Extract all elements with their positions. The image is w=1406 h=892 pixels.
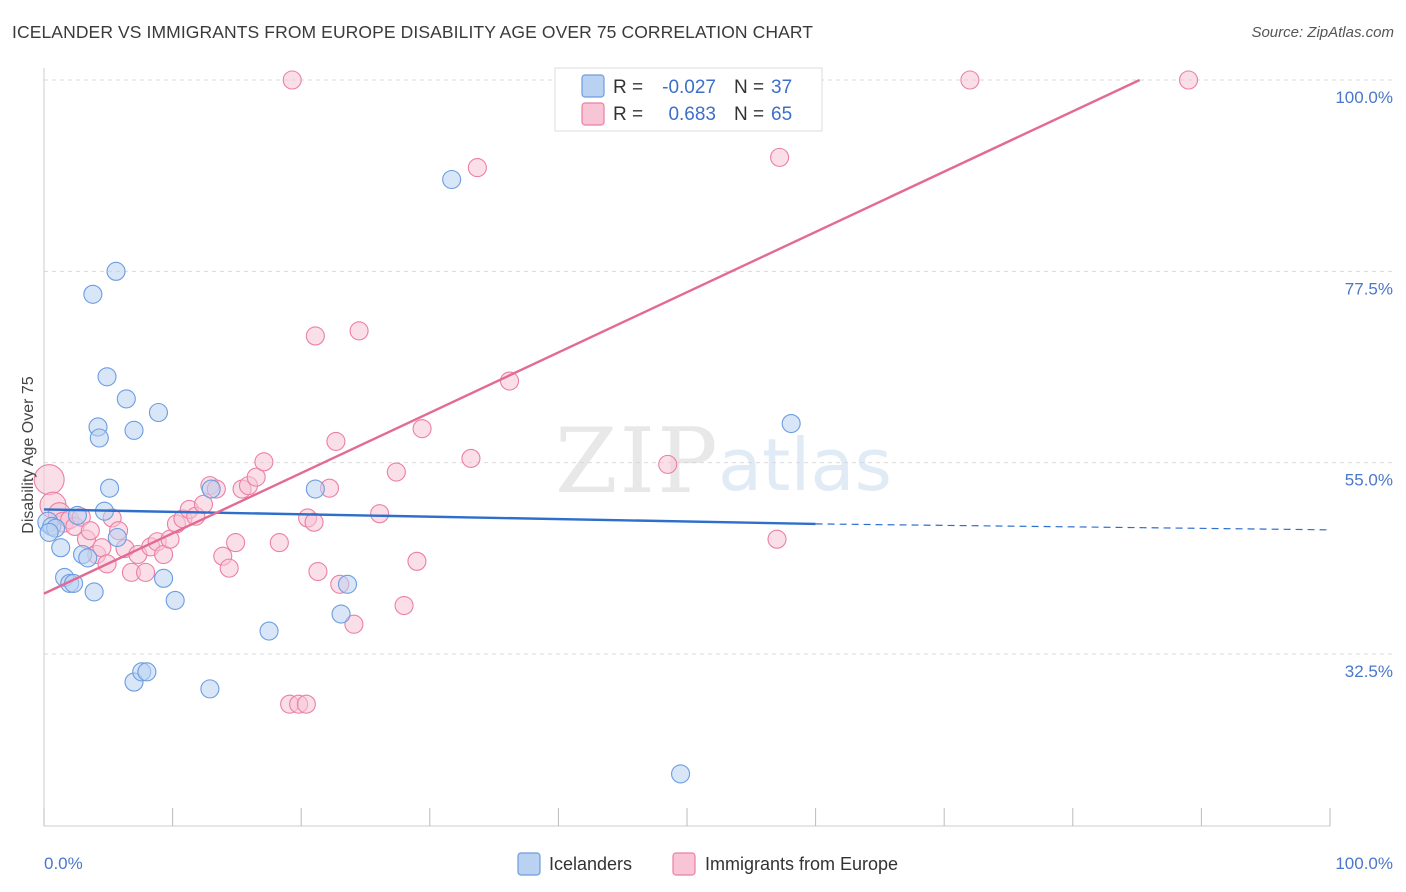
legend-pink-r-value: 0.683: [668, 104, 716, 125]
icelanders-point: [84, 582, 104, 602]
immigrants-europe-point: [80, 521, 100, 541]
icelanders-point: [305, 479, 325, 499]
trend-lines: [43, 78, 1331, 595]
legend-pink-n-value: 65: [771, 104, 792, 125]
icelanders-point: [51, 538, 71, 558]
x-tick-label-min: 0.0%: [44, 854, 83, 873]
immigrants-europe-point: [226, 533, 246, 553]
icelanders-point: [116, 389, 136, 409]
icelanders-point: [259, 621, 279, 641]
icelanders-point: [106, 261, 126, 281]
legend-bottom-blue-label: Icelanders: [549, 854, 632, 874]
series-pink-points: [33, 70, 1199, 714]
legend-bottom: Icelanders Immigrants from Europe: [517, 852, 898, 876]
immigrants-europe-point: [246, 467, 266, 487]
y-tick-label: 100.0%: [1335, 88, 1393, 107]
immigrants-europe-point: [219, 558, 239, 578]
immigrants-europe-trend-line: [43, 78, 1141, 595]
immigrants-europe-point: [326, 431, 346, 451]
immigrants-europe-point: [305, 326, 325, 346]
icelanders-point: [154, 568, 174, 588]
grid-lines: [44, 79, 1393, 655]
legend-blue-n-value: 37: [771, 77, 792, 98]
watermark-atlas: atlas: [718, 423, 892, 507]
immigrants-europe-point: [370, 504, 390, 524]
immigrants-europe-point: [770, 147, 790, 167]
immigrants-europe-point: [344, 614, 364, 634]
y-axis-title: Disability Age Over 75: [20, 376, 37, 534]
immigrants-europe-point: [461, 448, 481, 468]
immigrants-europe-point: [349, 321, 369, 341]
immigrants-europe-point: [296, 694, 316, 714]
icelanders-point: [781, 413, 801, 434]
legend-pink-r-label: R =: [613, 104, 643, 125]
immigrants-europe-point: [304, 512, 324, 532]
chart-source: Source: ZipAtlas.com: [1251, 24, 1394, 41]
icelanders-point: [442, 169, 462, 190]
legend-pink-swatch: [581, 102, 605, 126]
icelanders-point: [39, 522, 59, 542]
icelanders-point: [671, 764, 691, 784]
legend-blue-r-label: R =: [613, 77, 643, 98]
immigrants-europe-point: [767, 529, 787, 549]
icelanders-point: [124, 420, 144, 440]
legend-pink-n-label: N =: [734, 104, 764, 125]
y-tick-labels: 32.5% 55.0% 77.5% 100.0%: [1335, 88, 1393, 681]
icelanders-point: [331, 604, 351, 624]
immigrants-europe-point: [658, 454, 678, 474]
legend-top: R = -0.027 N = 37 R = 0.683 N = 65: [554, 67, 823, 132]
icelanders-point: [97, 367, 117, 387]
immigrants-europe-point: [394, 595, 414, 616]
immigrants-europe-point: [308, 561, 328, 582]
chart-title: ICELANDER VS IMMIGRANTS FROM EUROPE DISA…: [12, 22, 814, 42]
icelanders-point: [337, 574, 358, 594]
icelanders-point: [100, 478, 120, 498]
immigrants-europe-point: [33, 464, 65, 496]
legend-bottom-pink-swatch: [672, 852, 696, 876]
immigrants-europe-point: [467, 158, 487, 178]
x-ticks: [43, 808, 1331, 826]
immigrants-europe-point: [407, 551, 427, 571]
icelanders-point: [83, 284, 103, 304]
immigrants-europe-point: [254, 452, 274, 472]
legend-bottom-pink-label: Immigrants from Europe: [705, 854, 898, 874]
y-tick-label: 32.5%: [1345, 662, 1393, 681]
icelanders-trend-extension: [815, 523, 1331, 531]
immigrants-europe-point: [386, 462, 406, 482]
y-tick-label: 55.0%: [1345, 471, 1393, 490]
immigrants-europe-point: [1178, 70, 1199, 90]
icelanders-point: [137, 662, 157, 682]
immigrants-europe-point: [136, 562, 156, 582]
icelanders-point: [78, 548, 98, 568]
watermark: ZIP atlas: [555, 409, 892, 514]
legend-bottom-blue-swatch: [517, 852, 541, 876]
y-tick-label: 77.5%: [1345, 279, 1393, 298]
icelanders-point: [201, 479, 221, 499]
immigrants-europe-point: [282, 70, 302, 90]
icelanders-point: [107, 527, 127, 548]
legend-blue-r-value: -0.027: [662, 77, 716, 98]
icelanders-point: [200, 679, 220, 699]
icelanders-trend-line: [43, 508, 816, 526]
immigrants-europe-point: [412, 419, 432, 439]
series-blue-points: [37, 169, 801, 784]
x-tick-label-max: 100.0%: [1335, 854, 1393, 873]
immigrants-europe-point: [960, 70, 980, 90]
legend-blue-swatch: [581, 74, 605, 98]
legend-blue-n-label: N =: [734, 77, 764, 98]
immigrants-europe-point: [269, 533, 289, 553]
icelanders-point: [89, 428, 109, 448]
icelanders-point: [165, 590, 185, 610]
watermark-zip: ZIP: [555, 409, 720, 514]
icelanders-point: [148, 402, 169, 423]
